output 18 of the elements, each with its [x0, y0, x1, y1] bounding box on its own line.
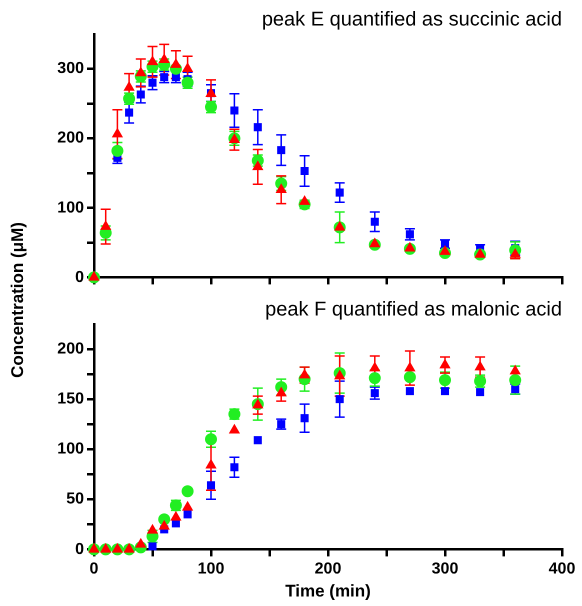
y-axis-title: Concentration (μM)	[8, 221, 28, 380]
y-tick-label: 300	[57, 60, 84, 78]
y-tick-label: 150	[57, 390, 84, 408]
x-tick-label: 0	[90, 560, 99, 578]
x-tick-label: 100	[198, 560, 224, 578]
y-tick-label: 50	[66, 490, 84, 508]
chart-title: peak E quantified as succinic acid	[262, 8, 562, 31]
x-axis-title: Time (min)	[285, 581, 371, 600]
x-tick-label: 200	[314, 560, 342, 578]
chart-title: peak F quantified as malonic acid	[265, 298, 562, 321]
y-tick-label: 100	[57, 199, 84, 216]
y-tick-label: 200	[57, 130, 84, 147]
y-tick-label: 200	[57, 340, 84, 358]
y-tick-label: 0	[75, 540, 84, 558]
y-tick-label: 100	[57, 440, 84, 458]
x-tick-label: 400	[548, 560, 576, 578]
y-tick-label: 0	[75, 268, 84, 286]
x-tick-label: 300	[432, 560, 458, 578]
